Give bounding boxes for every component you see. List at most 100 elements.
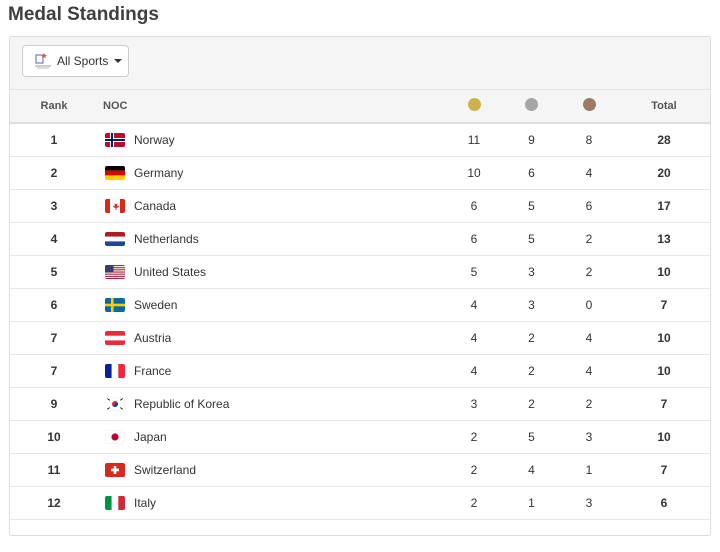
table-row[interactable]: 10 Japan 2 5 3 10	[10, 419, 710, 453]
bronze-count: 0	[560, 287, 618, 321]
gold-count: 4	[445, 320, 503, 354]
table-header-row: Rank NOC Total	[10, 90, 710, 124]
rank-cell: 4	[10, 221, 98, 255]
table-row[interactable]: 11 Switzerland 2 4 1 7	[10, 452, 710, 486]
rank-cell: 7	[10, 320, 98, 354]
toolbar: All Sports	[10, 37, 710, 90]
country-name[interactable]: Switzerland	[134, 462, 197, 477]
bronze-count: 2	[560, 386, 618, 420]
bronze-count	[560, 518, 618, 552]
korea-flag-icon	[105, 396, 125, 411]
gold-count: 11	[445, 122, 503, 156]
silver-count: 2	[503, 353, 560, 387]
page-title: Medal Standings	[8, 4, 159, 25]
table-row[interactable]: 1 Norway 11 9 8 28	[10, 122, 710, 156]
table-row[interactable]: 2 Germany 10 6 4 20	[10, 155, 710, 189]
bronze-count: 2	[560, 254, 618, 288]
total-count	[618, 518, 710, 552]
silver-count: 3	[503, 254, 560, 288]
total-count: 28	[618, 122, 710, 156]
country-name[interactable]: Canada	[134, 198, 177, 213]
silver-count: 1	[503, 485, 560, 519]
caret-down-icon	[114, 59, 123, 63]
country-name[interactable]: United States	[134, 264, 207, 279]
total-header[interactable]: Total	[618, 90, 710, 124]
country-name[interactable]: Norway	[134, 132, 175, 147]
country-name[interactable]: Republic of Korea	[134, 396, 230, 411]
table-row[interactable]: 7 France 4 2 4 10	[10, 353, 710, 387]
silver-count: 3	[503, 287, 560, 321]
bronze-header[interactable]	[560, 90, 618, 124]
silver-header[interactable]	[503, 90, 560, 124]
bronze-count: 3	[560, 485, 618, 519]
rank-cell: 12	[10, 485, 98, 519]
total-count: 7	[618, 386, 710, 420]
total-count: 7	[618, 287, 710, 321]
country-name[interactable]: Germany	[134, 165, 184, 180]
united-states-flag-icon	[105, 264, 125, 279]
country-name[interactable]: Sweden	[134, 297, 178, 312]
germany-flag-icon	[105, 165, 125, 180]
gold-count: 2	[445, 419, 503, 453]
noc-cell: Italy	[98, 485, 445, 519]
medal-table: Rank NOC Total 1 Norway 11 9 8 28 2 Germany 10 6 4…	[10, 90, 710, 552]
silver-count: 2	[503, 386, 560, 420]
noc-cell: Switzerland	[98, 452, 445, 486]
rank-cell: 10	[10, 419, 98, 453]
sport-filter-label: All Sports	[57, 54, 109, 68]
gold-medal-icon	[467, 98, 481, 111]
rank-cell: 1	[10, 122, 98, 156]
table-row[interactable]: 7 Austria 4 2 4 10	[10, 320, 710, 354]
silver-count	[503, 518, 560, 552]
total-count: 10	[618, 419, 710, 453]
bronze-count: 3	[560, 419, 618, 453]
table-row[interactable]	[10, 518, 710, 552]
total-count: 13	[618, 221, 710, 255]
total-count: 10	[618, 320, 710, 354]
country-name[interactable]: Netherlands	[134, 231, 199, 246]
noc-cell	[98, 518, 445, 552]
noc-cell: Germany	[98, 155, 445, 189]
rank-cell: 11	[10, 452, 98, 486]
country-name[interactable]: Austria	[134, 330, 172, 345]
noc-cell: Norway	[98, 122, 445, 156]
silver-count: 9	[503, 122, 560, 156]
rank-cell: 5	[10, 254, 98, 288]
silver-count: 5	[503, 419, 560, 453]
gold-count	[445, 518, 503, 552]
table-row[interactable]: 3 Canada 6 5 6 17	[10, 188, 710, 222]
bronze-medal-icon	[582, 98, 596, 111]
japan-flag-icon	[105, 429, 125, 444]
france-flag-icon	[105, 363, 125, 378]
bronze-count: 1	[560, 452, 618, 486]
silver-medal-icon	[525, 98, 538, 111]
gold-count: 2	[445, 485, 503, 519]
country-name[interactable]: Japan	[134, 429, 167, 444]
gold-count: 10	[445, 155, 503, 189]
sweden-flag-icon	[105, 297, 125, 312]
noc-cell: Japan	[98, 419, 445, 453]
country-name[interactable]: Italy	[134, 495, 157, 510]
table-row[interactable]: 5 United States 5 3 2 10	[10, 254, 710, 288]
silver-count: 2	[503, 320, 560, 354]
table-row[interactable]: 9 Republic of Korea 3 2 2 7	[10, 386, 710, 420]
rank-header[interactable]: Rank	[10, 90, 98, 124]
noc-cell: Republic of Korea	[98, 386, 445, 420]
rank-cell	[10, 518, 98, 552]
noc-header[interactable]: NOC	[98, 90, 445, 124]
table-row[interactable]: 4 Netherlands 6 5 2 13	[10, 221, 710, 255]
total-count: 10	[618, 353, 710, 387]
sport-filter-dropdown[interactable]: All Sports	[22, 45, 129, 77]
total-count: 6	[618, 485, 710, 519]
gold-count: 6	[445, 188, 503, 222]
olympic-emblem-icon	[33, 51, 53, 71]
gold-count: 6	[445, 221, 503, 255]
gold-count: 2	[445, 452, 503, 486]
country-name[interactable]: France	[134, 363, 172, 378]
rank-cell: 7	[10, 353, 98, 387]
gold-header[interactable]	[445, 90, 503, 124]
table-row[interactable]: 6 Sweden 4 3 0 7	[10, 287, 710, 321]
silver-count: 6	[503, 155, 560, 189]
rank-cell: 2	[10, 155, 98, 189]
table-row[interactable]: 12 Italy 2 1 3 6	[10, 485, 710, 519]
